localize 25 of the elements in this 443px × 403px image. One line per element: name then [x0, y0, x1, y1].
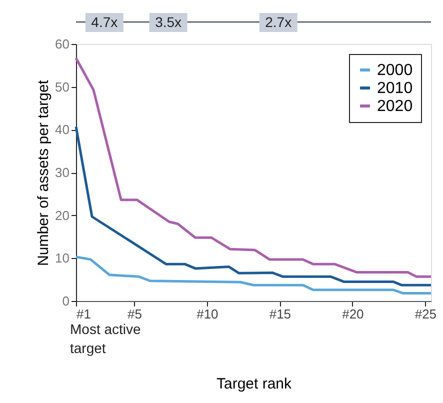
- y-tick-label: 10: [55, 250, 70, 266]
- y-tick-label: 60: [55, 36, 70, 52]
- y-tick-label: 30: [55, 165, 70, 180]
- text: 3.5x: [155, 14, 182, 30]
- text: 4.7x: [91, 14, 118, 30]
- x-tick-label: #15: [269, 306, 292, 322]
- y-axis-title: Number of assets per target: [35, 79, 52, 266]
- x-tick-label: #10: [196, 306, 218, 322]
- legend-label: 2000: [377, 62, 413, 79]
- x-tick-label: #5: [127, 306, 142, 322]
- line-series: [74, 56, 432, 278]
- legend-label: 2010: [377, 80, 413, 97]
- y-tick-label: 20: [55, 208, 70, 223]
- x-axis-title: Target rank: [216, 376, 292, 392]
- legend-label: 2020: [377, 98, 413, 115]
- line-series: [74, 256, 432, 295]
- line-series: [74, 125, 432, 286]
- x-tick-label: #20: [342, 306, 364, 322]
- y-tick-label: 40: [55, 122, 70, 138]
- text: 2.7x: [265, 14, 292, 30]
- y-tick-label: 50: [55, 79, 70, 94]
- x-tick-label: #25: [414, 306, 437, 322]
- text: Most active target: [70, 321, 142, 356]
- y-tick-label: 0: [62, 294, 70, 308]
- x-tick-label: #1: [76, 306, 91, 322]
